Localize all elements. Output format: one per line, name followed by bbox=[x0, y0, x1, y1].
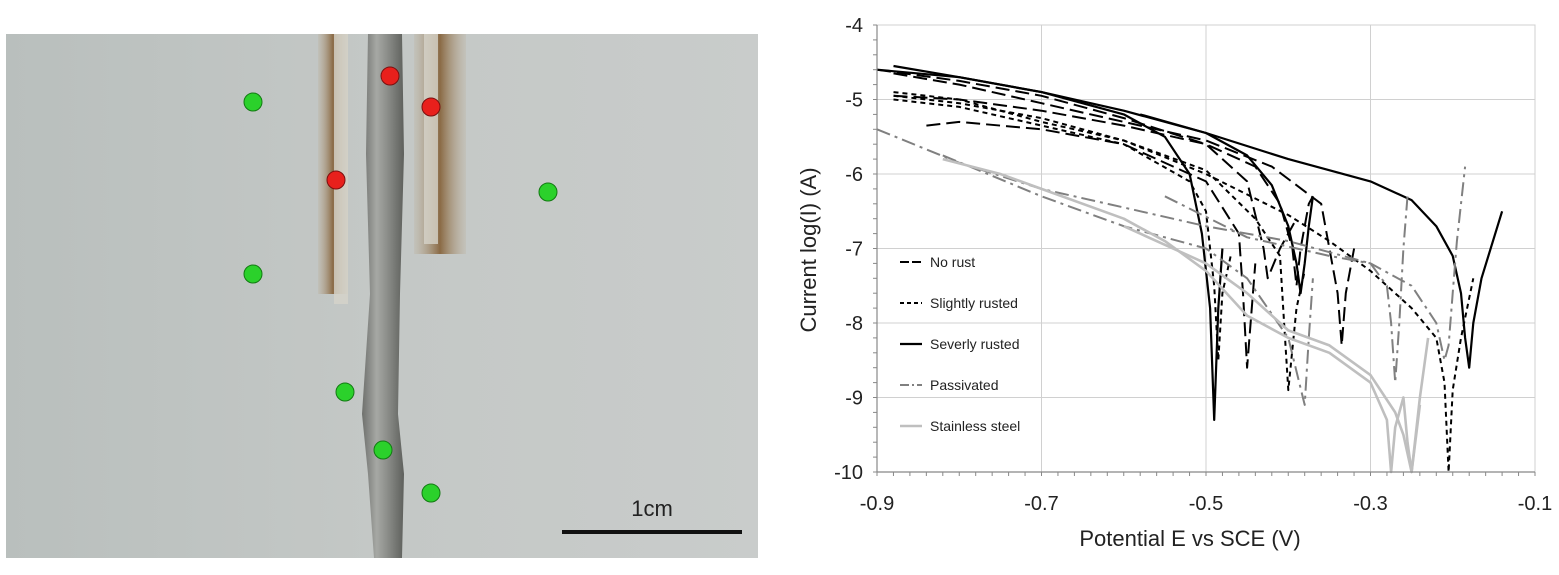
series-line bbox=[893, 94, 1314, 287]
legend-label: Slightly rusted bbox=[930, 295, 1018, 311]
y-tick-label: -10 bbox=[834, 462, 863, 484]
chart-series bbox=[876, 64, 1504, 474]
red-marker bbox=[380, 66, 400, 86]
green-marker bbox=[335, 382, 355, 402]
weld-photo: 1cm bbox=[6, 34, 758, 558]
series-line bbox=[1164, 166, 1467, 362]
y-tick-label: -5 bbox=[845, 90, 863, 112]
series-passivated bbox=[876, 128, 1467, 406]
series-line bbox=[942, 154, 1314, 406]
green-marker bbox=[243, 92, 263, 112]
y-tick-label: -8 bbox=[845, 313, 863, 335]
legend-label: Stainless steel bbox=[930, 418, 1020, 434]
x-axis-title: Potential E vs SCE (V) bbox=[1079, 526, 1300, 551]
series-line bbox=[1139, 113, 1504, 369]
polarization-chart-panel: -0.9 -0.7 -0.5 -0.3 -0.1 -4 -5 -6 -7 -8 -9 -10 No r… bbox=[790, 0, 1559, 570]
scale-bar-label: 1cm bbox=[631, 496, 673, 521]
y-tick-label: -9 bbox=[845, 388, 863, 410]
red-marker bbox=[421, 97, 441, 117]
measurement-markers bbox=[243, 66, 558, 503]
series-stainless-steel bbox=[942, 157, 1430, 474]
series-line bbox=[893, 91, 1306, 392]
series-line bbox=[876, 68, 1298, 280]
red-marker bbox=[326, 170, 346, 190]
series-line bbox=[893, 98, 1232, 362]
legend-label: No rust bbox=[930, 254, 975, 270]
series-severly-rusted bbox=[876, 64, 1504, 421]
green-marker bbox=[243, 264, 263, 284]
x-tick-label: -0.1 bbox=[1518, 493, 1552, 515]
rust-band-right bbox=[414, 34, 466, 254]
weld-photo-panel: 1cm bbox=[6, 34, 758, 558]
series-line bbox=[893, 94, 1475, 473]
series-line bbox=[893, 72, 1356, 347]
y-tick-label: -7 bbox=[845, 239, 863, 261]
y-tick-label: -6 bbox=[845, 164, 863, 186]
series-line bbox=[893, 64, 1224, 421]
series-no-rust bbox=[876, 68, 1356, 369]
legend-label: Passivated bbox=[930, 377, 998, 393]
series-line bbox=[876, 128, 1409, 384]
chart-legend: No rust Slightly rusted Severly rusted Pass… bbox=[900, 254, 1020, 434]
polarization-chart: -0.9 -0.7 -0.5 -0.3 -0.1 -4 -5 -6 -7 -8 -9 -10 No r… bbox=[796, 15, 1552, 551]
series-slightly-rusted bbox=[893, 91, 1475, 473]
series-line bbox=[876, 68, 1314, 295]
y-tick-label: -4 bbox=[845, 15, 863, 37]
series-line bbox=[926, 120, 1257, 369]
legend-label: Severly rusted bbox=[930, 336, 1019, 352]
x-tick-label: -0.5 bbox=[1189, 493, 1223, 515]
green-marker bbox=[538, 182, 558, 202]
y-axis-title: Current log(I) (A) bbox=[796, 167, 821, 332]
x-tick-label: -0.7 bbox=[1024, 493, 1058, 515]
green-marker bbox=[421, 483, 441, 503]
series-line bbox=[1123, 225, 1430, 474]
x-tick-label: -0.9 bbox=[860, 493, 894, 515]
series-line bbox=[942, 157, 1422, 474]
chart-axes: -0.9 -0.7 -0.5 -0.3 -0.1 -4 -5 -6 -7 -8 -9 -10 bbox=[834, 15, 1552, 515]
weld-bead bbox=[362, 34, 404, 558]
green-marker bbox=[373, 440, 393, 460]
x-tick-label: -0.3 bbox=[1353, 493, 1387, 515]
